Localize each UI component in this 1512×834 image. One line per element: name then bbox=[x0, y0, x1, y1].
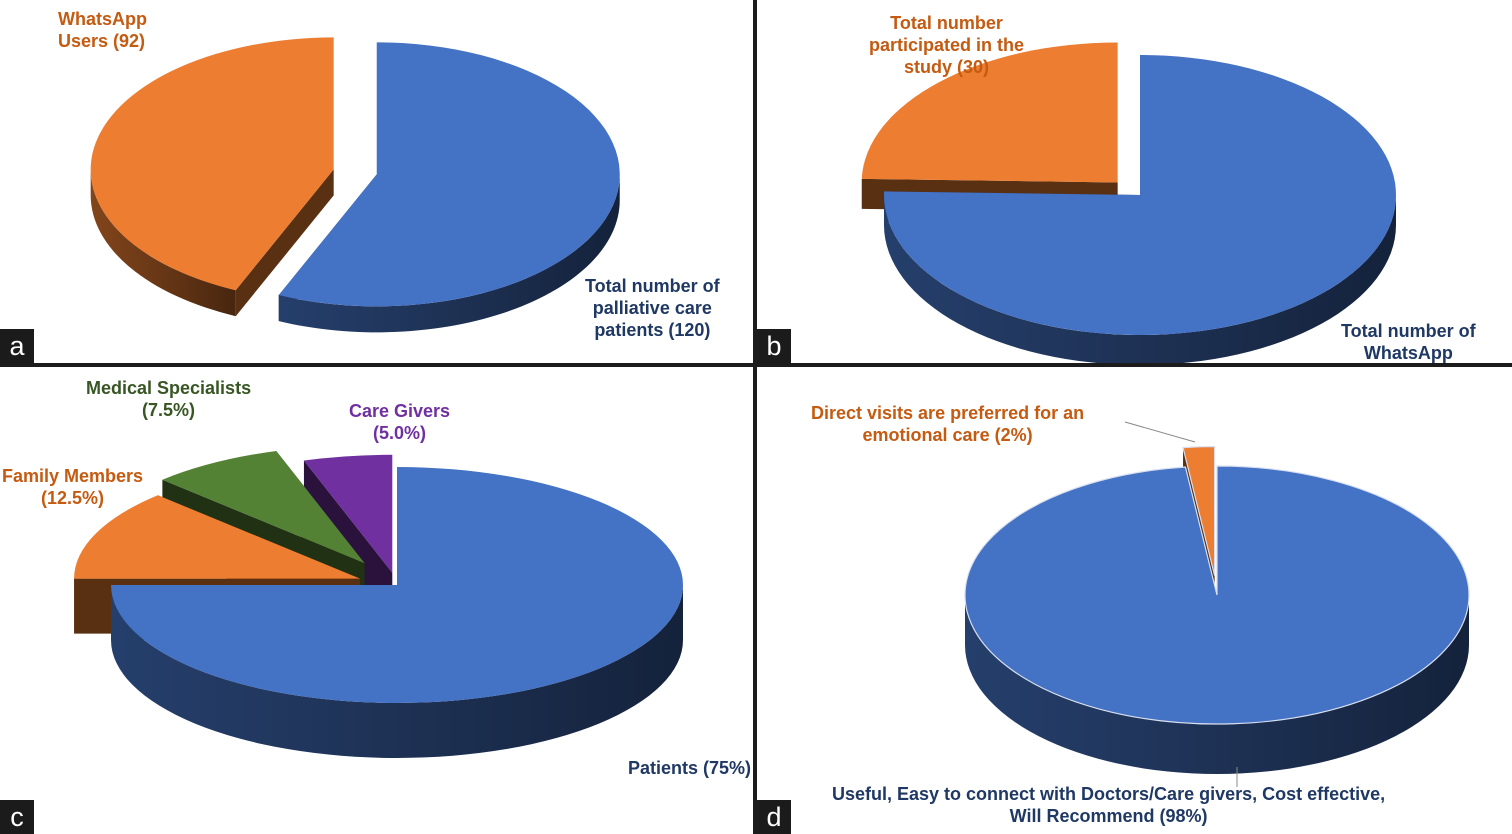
pie-chart-d bbox=[964, 421, 1470, 787]
slice-label-a-whatsapp-users: WhatsApp Users (92) bbox=[58, 9, 147, 51]
pie-d-wall-0 bbox=[965, 595, 1469, 774]
panel-b: Total number participated in the study (… bbox=[757, 0, 1512, 363]
panel-letter-d: d bbox=[757, 800, 791, 834]
pie-a-wall-1 bbox=[90, 169, 236, 317]
slice-label-d-direct-visits: Direct visits are preferred for an emoti… bbox=[811, 403, 1085, 445]
pie-chart-b bbox=[861, 42, 1396, 363]
slice-label-c-family-members: Family Members (12.5%) bbox=[2, 466, 144, 508]
panel-a: WhatsApp Users (92) Total number of pall… bbox=[0, 0, 753, 363]
pie-b-slice-1 bbox=[861, 42, 1118, 183]
pie-chart-a bbox=[90, 37, 620, 333]
panel-divider-vertical bbox=[753, 0, 757, 834]
pie-d-slice-1 bbox=[1182, 445, 1216, 576]
slice-label-b-whatsapp-users: Total number of WhatsApp Users (92) bbox=[1341, 321, 1476, 363]
slice-label-b-participated: Total number participated in the study (… bbox=[869, 13, 1025, 77]
panel-d: Direct visits are preferred for an emoti… bbox=[757, 367, 1512, 834]
pie-c-wall-0 bbox=[111, 585, 683, 758]
panel-c: Medical Specialists (7.5%) Care Givers (… bbox=[0, 367, 753, 834]
leader-line-d-direct-visits bbox=[1124, 421, 1196, 443]
panel-letter-b: b bbox=[757, 329, 791, 363]
pie-a-slice-0 bbox=[278, 42, 620, 307]
pie-c-slice-1 bbox=[74, 495, 361, 579]
pie-a-wall-0 bbox=[278, 174, 620, 333]
pie-b-slice-0 bbox=[884, 55, 1396, 335]
pie-c-slice-0 bbox=[111, 467, 683, 703]
pie-c-slice-3 bbox=[303, 454, 393, 573]
slice-label-c-medical-specialists: Medical Specialists (7.5%) bbox=[86, 378, 252, 420]
panel-letter-a: a bbox=[0, 329, 34, 363]
pie-c-slice-2 bbox=[162, 450, 365, 564]
pie-chart-c bbox=[74, 450, 683, 758]
slice-label-c-care-givers: Care Givers (5.0%) bbox=[349, 401, 451, 443]
pie-a-slice-1 bbox=[90, 37, 334, 291]
slice-label-c-patients: Patients (75%) bbox=[628, 758, 752, 778]
slice-label-a-palliative-patients: Total number of palliative care patients… bbox=[585, 276, 720, 340]
pie-d-slice-0 bbox=[964, 465, 1470, 725]
panel-letter-c: c bbox=[0, 800, 34, 834]
pie-a-cut-1-0 bbox=[235, 169, 334, 317]
pie-b-wall-0 bbox=[884, 195, 1396, 363]
panel-divider-horizontal bbox=[0, 363, 1512, 367]
slice-label-d-useful: Useful, Easy to connect with Doctors/Car… bbox=[832, 784, 1386, 826]
